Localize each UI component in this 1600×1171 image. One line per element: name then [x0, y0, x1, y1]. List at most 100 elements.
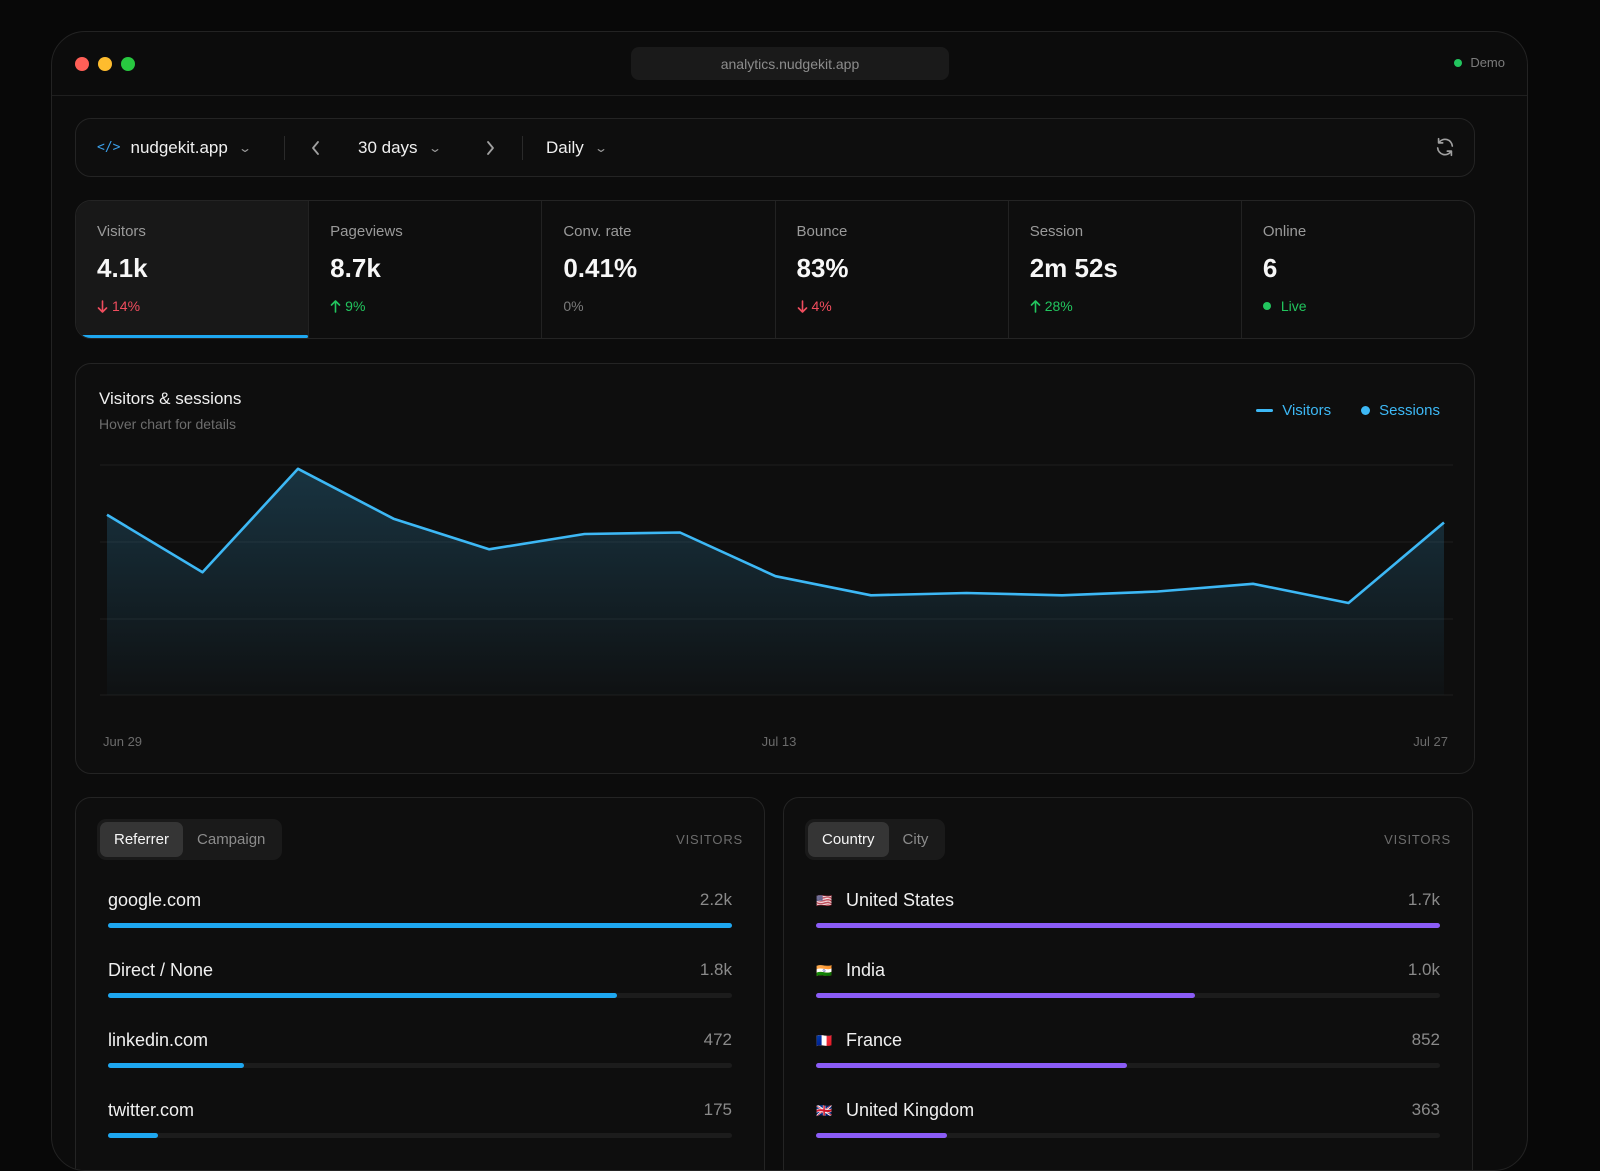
location-tabs: Country City [805, 819, 946, 860]
metric-value: 4.1k [97, 253, 148, 283]
legend-sessions[interactable]: Sessions [1361, 402, 1440, 419]
list-item[interactable]: 🇮🇳 India 1.0k [816, 957, 1440, 1027]
legend-visitors[interactable]: Visitors [1256, 402, 1331, 419]
progress-fill [816, 1063, 1127, 1068]
row-label: linkedin.com [108, 1030, 208, 1051]
row-label: google.com [108, 890, 201, 911]
metric-online[interactable]: Online 6 Live [1242, 201, 1474, 338]
metric-bounce[interactable]: Bounce 83% 4% [776, 201, 1009, 338]
metric-delta-value: 14% [112, 298, 141, 314]
minimize-window-button[interactable] [98, 57, 112, 71]
tab-country[interactable]: Country [808, 822, 889, 857]
site-name: nudgekit.app [130, 137, 228, 157]
metric-pageviews[interactable]: Pageviews 8.7k 9% [309, 201, 543, 338]
tab-referrer[interactable]: Referrer [100, 822, 184, 857]
visitors-chart[interactable]: Jun 29 Jul 13 Jul 27 [76, 364, 1476, 775]
metric-value: 0.41% [563, 253, 638, 283]
next-range-button[interactable] [484, 119, 496, 176]
row-value: 1.7k [1407, 890, 1440, 909]
previous-range-button[interactable] [310, 119, 322, 176]
metric-label: Visitors [97, 223, 146, 240]
row-name: United States [846, 890, 955, 910]
line-swatch-icon [1256, 409, 1274, 412]
france-flag-icon: 🇫🇷 [816, 1032, 833, 1048]
list-item[interactable]: google.com 2.2k [108, 887, 732, 957]
metric-delta-value: 28% [1044, 298, 1073, 314]
visitors-line [106, 467, 1445, 605]
metric-delta-value: 9% [345, 298, 366, 314]
title-bar: analytics.nudgekit.app Demo [52, 32, 1527, 96]
x-tick-label: Jul 13 [762, 734, 797, 749]
india-flag-icon: 🇮🇳 [816, 962, 833, 978]
metric-delta-value: Live [1280, 298, 1307, 314]
us-flag-icon: 🇺🇸 [816, 892, 833, 908]
divider [284, 136, 285, 160]
range-selector[interactable]: 30 days ⌄ [358, 119, 442, 176]
row-label: twitter.com [108, 1100, 194, 1121]
row-name: google.com [108, 890, 202, 910]
row-value: 363 [1411, 1100, 1440, 1119]
progress-fill [108, 923, 732, 928]
arrow-up-icon [1030, 299, 1040, 313]
column-header: VISITORS [1384, 832, 1451, 847]
site-selector[interactable]: </> nudgekit.app ⌄ [97, 119, 252, 176]
progress-track [816, 993, 1440, 998]
metric-delta-value: 0% [563, 298, 584, 314]
list-item[interactable]: Direct / None 1.8k [108, 957, 732, 1027]
url-bar[interactable]: analytics.nudgekit.app [631, 47, 949, 80]
tab-city[interactable]: City [902, 831, 929, 848]
metric-value: 8.7k [330, 253, 381, 283]
list-item[interactable]: 🇫🇷 France 852 [816, 1027, 1440, 1097]
referrer-tabs: Referrer Campaign [97, 819, 283, 860]
row-name: India [846, 960, 886, 980]
metric-session[interactable]: Session 2m 52s 28% [1009, 201, 1242, 338]
progress-fill [108, 1063, 245, 1068]
progress-track [816, 1063, 1440, 1068]
range-label: 30 days [358, 137, 418, 157]
metric-delta: 4% [797, 298, 1008, 314]
refresh-button[interactable] [1434, 136, 1456, 158]
tab-campaign[interactable]: Campaign [197, 831, 266, 848]
list-item[interactable]: twitter.com 175 [108, 1097, 732, 1167]
progress-track [816, 923, 1440, 928]
row-value: 175 [703, 1100, 732, 1119]
row-value: 852 [1411, 1030, 1440, 1049]
dot-swatch-icon [1361, 406, 1371, 415]
close-window-button[interactable] [75, 57, 89, 71]
list-item[interactable]: 🇬🇧 United Kingdom 363 [816, 1097, 1440, 1167]
progress-track [108, 1063, 732, 1068]
x-tick-label: Jun 29 [103, 734, 142, 749]
live-dot-icon [1262, 302, 1271, 310]
list-item[interactable]: 🇺🇸 United States 1.7k [816, 887, 1440, 957]
arrow-down-icon [797, 299, 807, 313]
interval-label: Daily [546, 137, 584, 157]
status-dot-icon [1454, 58, 1463, 67]
column-header: VISITORS [676, 832, 743, 847]
row-name: linkedin.com [108, 1030, 209, 1050]
url-text: analytics.nudgekit.app [720, 55, 860, 72]
metric-conv-rate[interactable]: Conv. rate 0.41% 0% [542, 201, 776, 338]
metric-delta: 28% [1030, 298, 1241, 314]
progress-fill [108, 993, 617, 998]
metric-visitors[interactable]: Visitors 4.1k 14% [76, 201, 310, 338]
uk-flag-icon: 🇬🇧 [816, 1102, 833, 1118]
arrow-down-icon [97, 299, 108, 313]
referrer-list: google.com 2.2k Direct / None 1.8k linkedin.… [108, 887, 732, 1167]
interval-selector[interactable]: Daily ⌄ [546, 119, 608, 176]
filter-toolbar: </> nudgekit.app ⌄ 30 days ⌄ Daily ⌄ [75, 118, 1475, 177]
chevron-down-icon: ⌄ [427, 140, 442, 155]
visitors-chart-card: Jun 29 Jul 13 Jul 27 Visitors & sessions H… [75, 363, 1475, 774]
row-name: twitter.com [108, 1100, 195, 1120]
metric-value: 6 [1262, 253, 1278, 283]
list-item[interactable]: linkedin.com 472 [108, 1027, 732, 1097]
row-name: United Kingdom [846, 1100, 975, 1120]
legend-label: Visitors [1282, 402, 1332, 419]
row-value: 1.0k [1407, 960, 1440, 979]
row-name: France [846, 1030, 903, 1050]
metric-label: Online [1262, 223, 1307, 240]
metric-label: Pageviews [330, 223, 403, 240]
country-list: 🇺🇸 United States 1.7k 🇮🇳 India 1.0k 🇫🇷 France 85… [816, 887, 1440, 1167]
maximize-window-button[interactable] [121, 57, 135, 71]
chart-subtitle: Hover chart for details [99, 416, 236, 432]
progress-track [108, 923, 732, 928]
